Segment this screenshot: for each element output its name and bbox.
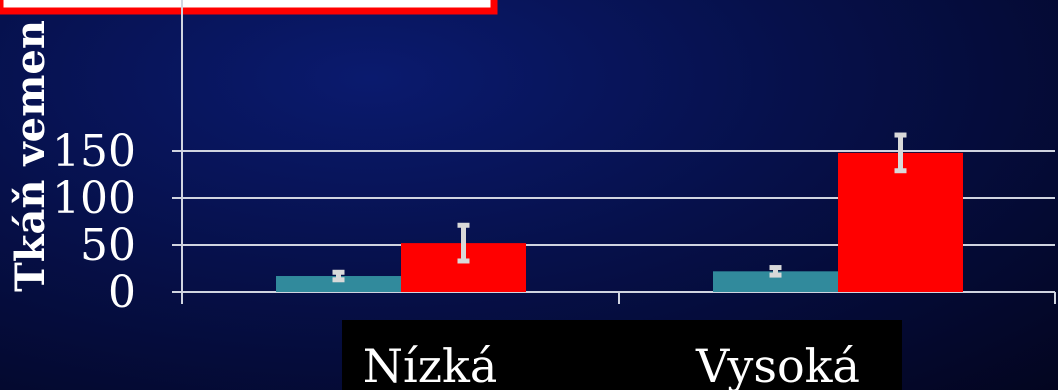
x-category-label-Vysoká: Vysoká	[695, 339, 860, 390]
y-tick-label-50: 50	[80, 220, 136, 271]
bar-series1-Vysoká	[713, 271, 838, 292]
bar-series1-Nízká	[276, 276, 401, 292]
error-bars	[332, 132, 907, 283]
y-tick-label-100: 100	[52, 173, 136, 224]
y-tick-label-150: 150	[52, 126, 136, 177]
title-box	[0, 0, 498, 15]
bar-series2-Vysoká	[838, 152, 963, 292]
x-category-label-Nízká: Nízká	[363, 339, 498, 390]
bars	[276, 152, 963, 292]
category-label-background	[342, 320, 902, 390]
y-axis-title: Tkáň vemen	[7, 20, 54, 292]
category-label-box	[342, 320, 902, 390]
x-category-labels: Nízká Vysoká	[363, 339, 860, 390]
y-tick-label-0: 0	[108, 267, 136, 318]
